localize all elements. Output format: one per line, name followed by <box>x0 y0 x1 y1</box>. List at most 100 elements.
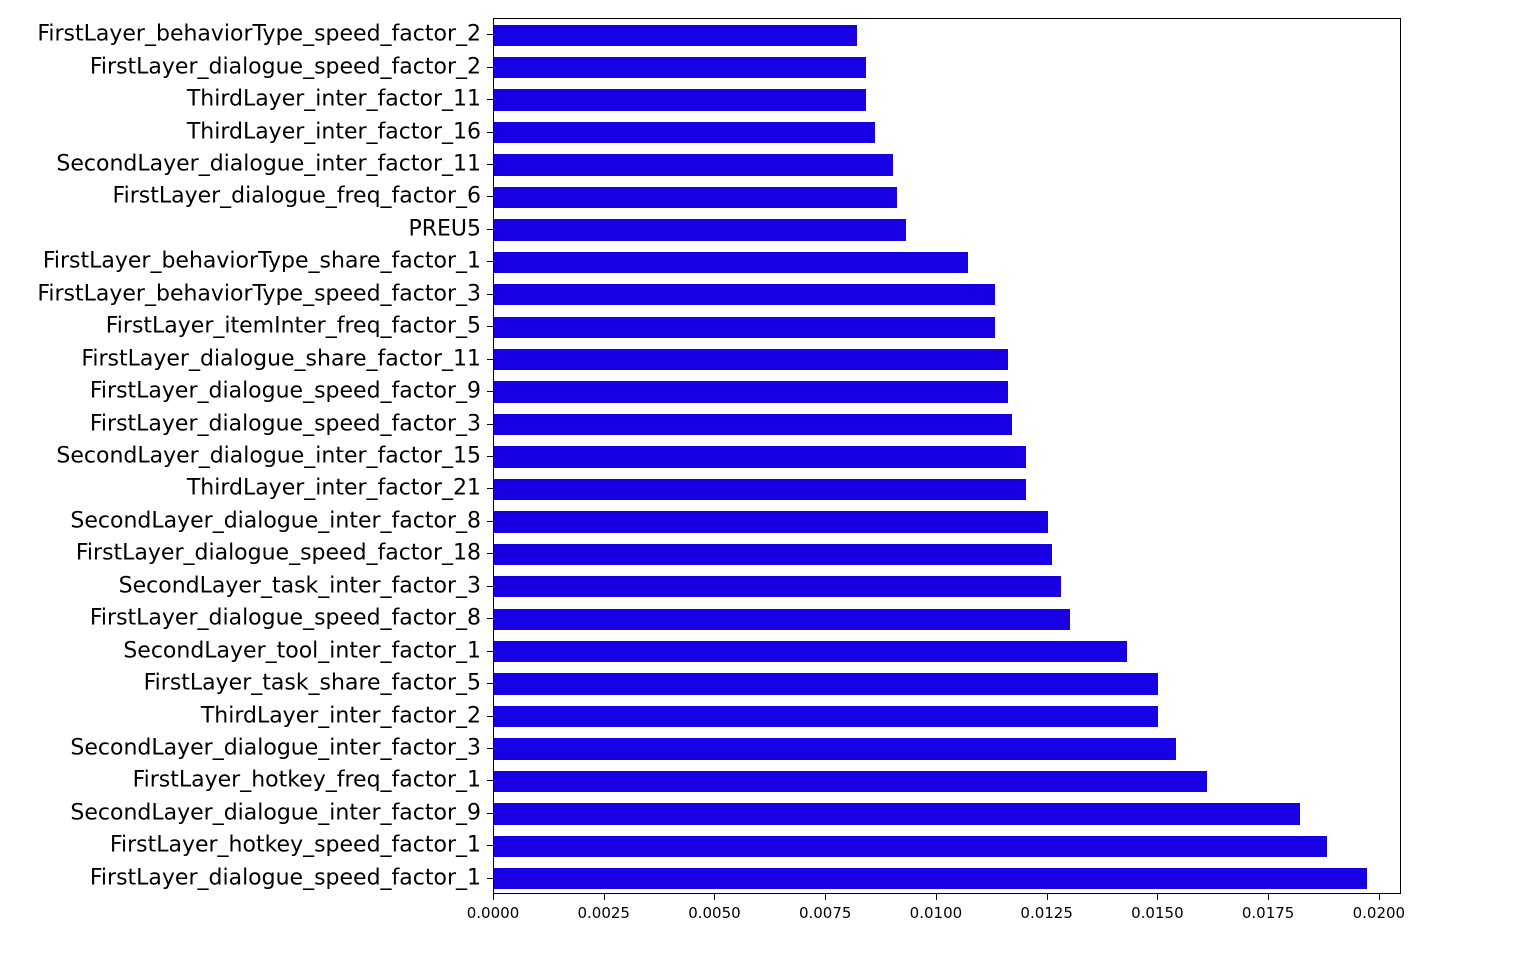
x-tick-mark <box>825 894 826 900</box>
bar <box>494 25 857 46</box>
bar <box>494 641 1127 662</box>
y-tick-mark <box>487 845 493 846</box>
y-tick-mark <box>487 586 493 587</box>
bar <box>494 609 1070 630</box>
bar <box>494 544 1052 565</box>
y-tick-mark <box>487 326 493 327</box>
bar <box>494 706 1158 727</box>
x-tick-label: 0.0025 <box>577 904 630 922</box>
y-tick-mark <box>487 456 493 457</box>
plot-area <box>493 18 1401 894</box>
y-tick-mark <box>487 132 493 133</box>
bar <box>494 252 968 273</box>
x-tick-mark <box>604 894 605 900</box>
y-tick-label: FirstLayer_behaviorType_speed_factor_3 <box>37 281 481 306</box>
y-tick-label: SecondLayer_dialogue_inter_factor_8 <box>70 508 481 533</box>
y-tick-mark <box>487 424 493 425</box>
y-tick-label: PREU5 <box>408 216 481 241</box>
feature-importance-chart: FirstLayer_behaviorType_speed_factor_2 Fi… <box>0 0 1534 964</box>
bar <box>494 122 875 143</box>
bar <box>494 673 1158 694</box>
y-tick-mark <box>487 651 493 652</box>
bar <box>494 349 1008 370</box>
x-tick-label: 0.0150 <box>1131 904 1184 922</box>
bar <box>494 446 1026 467</box>
bar <box>494 89 866 110</box>
y-tick-mark <box>487 521 493 522</box>
y-tick-label: FirstLayer_dialogue_share_factor_11 <box>81 346 481 371</box>
x-tick-mark <box>1268 894 1269 900</box>
y-tick-mark <box>487 780 493 781</box>
bar <box>494 414 1012 435</box>
bar <box>494 154 893 175</box>
y-tick-mark <box>487 196 493 197</box>
y-tick-mark <box>487 683 493 684</box>
bar <box>494 219 906 240</box>
bar <box>494 803 1300 824</box>
bar <box>494 187 897 208</box>
x-tick-mark <box>936 894 937 900</box>
y-tick-mark <box>487 553 493 554</box>
y-tick-label: FirstLayer_dialogue_speed_factor_18 <box>76 541 481 566</box>
y-tick-label: ThirdLayer_inter_factor_2 <box>201 703 481 728</box>
y-tick-mark <box>487 618 493 619</box>
y-tick-label: FirstLayer_hotkey_freq_factor_1 <box>133 768 481 793</box>
y-tick-label: ThirdLayer_inter_factor_21 <box>187 476 481 501</box>
x-tick-label: 0.0200 <box>1353 904 1406 922</box>
y-tick-label: FirstLayer_dialogue_speed_factor_8 <box>90 606 481 631</box>
y-tick-mark <box>487 813 493 814</box>
y-tick-label: SecondLayer_dialogue_inter_factor_11 <box>56 152 481 177</box>
x-tick-mark <box>493 894 494 900</box>
y-tick-label: FirstLayer_dialogue_freq_factor_6 <box>113 184 481 209</box>
bar <box>494 57 866 78</box>
bar <box>494 284 995 305</box>
y-tick-label: SecondLayer_dialogue_inter_factor_9 <box>70 800 481 825</box>
y-tick-mark <box>487 261 493 262</box>
y-tick-mark <box>487 34 493 35</box>
y-tick-label: FirstLayer_behaviorType_speed_factor_2 <box>37 22 481 47</box>
bar <box>494 479 1026 500</box>
y-tick-label: FirstLayer_dialogue_speed_factor_3 <box>90 411 481 436</box>
x-tick-mark <box>1047 894 1048 900</box>
y-tick-label: SecondLayer_dialogue_inter_factor_3 <box>70 736 481 761</box>
y-tick-label: FirstLayer_itemInter_freq_factor_5 <box>106 314 481 339</box>
bar <box>494 576 1061 597</box>
y-tick-label: FirstLayer_dialogue_speed_factor_9 <box>90 379 481 404</box>
y-tick-mark <box>487 391 493 392</box>
y-tick-mark <box>487 488 493 489</box>
x-tick-label: 0.0175 <box>1242 904 1295 922</box>
y-tick-mark <box>487 878 493 879</box>
y-tick-label: SecondLayer_task_inter_factor_3 <box>119 573 481 598</box>
y-tick-mark <box>487 99 493 100</box>
bar <box>494 511 1048 532</box>
y-tick-mark <box>487 716 493 717</box>
x-tick-label: 0.0125 <box>1020 904 1073 922</box>
y-tick-mark <box>487 67 493 68</box>
y-tick-mark <box>487 748 493 749</box>
bar <box>494 836 1327 857</box>
x-tick-label: 0.0075 <box>799 904 852 922</box>
x-tick-mark <box>1379 894 1380 900</box>
y-tick-label: FirstLayer_behaviorType_share_factor_1 <box>43 249 481 274</box>
x-tick-label: 0.0100 <box>910 904 963 922</box>
y-tick-label: SecondLayer_dialogue_inter_factor_15 <box>56 444 481 469</box>
y-tick-label: FirstLayer_hotkey_speed_factor_1 <box>110 833 481 858</box>
y-tick-label: FirstLayer_task_share_factor_5 <box>144 671 481 696</box>
bar <box>494 381 1008 402</box>
y-tick-label: SecondLayer_tool_inter_factor_1 <box>123 638 481 663</box>
y-tick-label: FirstLayer_dialogue_speed_factor_2 <box>90 54 481 79</box>
x-tick-mark <box>1157 894 1158 900</box>
y-tick-mark <box>487 359 493 360</box>
y-tick-mark <box>487 294 493 295</box>
bar <box>494 738 1176 759</box>
y-tick-label: ThirdLayer_inter_factor_16 <box>187 119 481 144</box>
y-tick-mark <box>487 164 493 165</box>
x-tick-mark <box>714 894 715 900</box>
x-tick-label: 0.0000 <box>467 904 520 922</box>
x-tick-label: 0.0050 <box>688 904 741 922</box>
y-tick-mark <box>487 229 493 230</box>
y-tick-label: ThirdLayer_inter_factor_11 <box>187 87 481 112</box>
y-tick-label: FirstLayer_dialogue_speed_factor_1 <box>90 865 481 890</box>
bar <box>494 868 1367 889</box>
bar <box>494 771 1207 792</box>
